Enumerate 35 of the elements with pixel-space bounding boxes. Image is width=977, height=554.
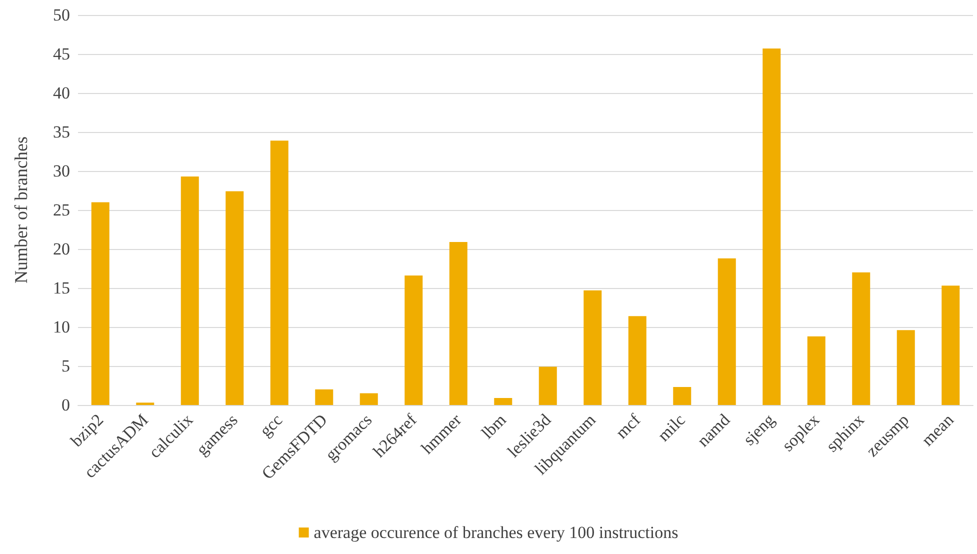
x-tick-label: milc [654,410,690,446]
bar [762,48,781,405]
y-tick-label: 15 [53,278,70,298]
y-axis-title: Number of branches [11,136,31,284]
legend-label: average occurence of branches every 100 instructions [314,523,678,542]
bar [270,140,288,405]
bar [942,286,960,405]
bar [584,290,602,405]
y-tick-label: 45 [53,44,70,64]
bar [180,176,199,405]
y-tick-label: 20 [53,240,70,258]
bar [226,191,244,405]
bar [494,398,512,405]
x-tick-label: mcf [612,410,644,442]
y-tick-label: 50 [53,6,70,24]
bar [807,336,826,405]
bar [404,276,423,405]
y-tick-label: 35 [53,122,70,142]
y-tick-label: 30 [53,162,70,180]
y-tick-label: 10 [53,318,70,336]
y-tick-label: 5 [62,356,70,376]
bar [852,272,870,405]
y-tick-label: 0 [62,396,70,414]
bar [718,258,736,405]
x-tick-label: lbm [478,410,510,442]
bar [896,330,915,405]
bar [360,393,378,405]
bar [538,366,557,405]
bar [628,316,646,405]
bar [673,387,692,405]
bar [449,242,468,405]
bar [315,389,334,405]
y-tick-label: 40 [53,84,70,102]
bar [91,202,110,405]
y-tick-label: 25 [53,200,70,220]
